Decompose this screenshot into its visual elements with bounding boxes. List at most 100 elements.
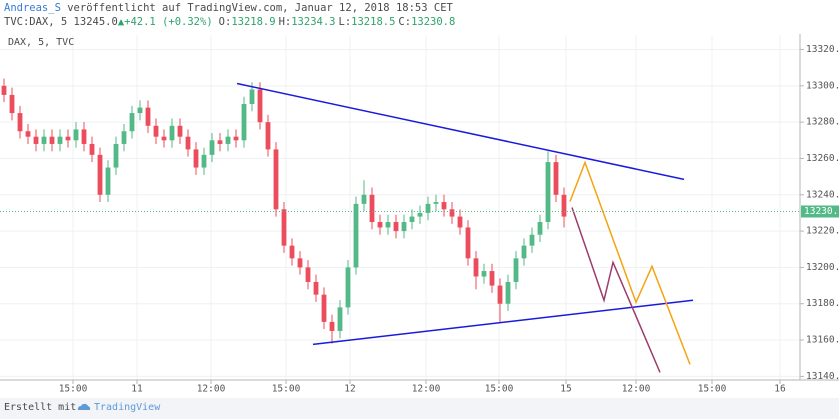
candle-body <box>377 222 383 228</box>
footer-text: Erstellt mit <box>4 402 76 413</box>
candle-body <box>393 222 399 232</box>
candle-body <box>345 267 351 308</box>
candle-body <box>441 202 447 210</box>
candle-body <box>169 125 175 141</box>
candle-body <box>489 271 495 286</box>
ohlc-value: 13230.8 <box>411 16 455 28</box>
candle-body <box>177 125 183 137</box>
candle-body <box>361 194 367 204</box>
candle-body <box>73 129 79 141</box>
candle-body <box>81 129 87 144</box>
trend-drawing <box>236 82 685 181</box>
trend-drawing <box>571 207 661 373</box>
candle-body <box>385 222 391 228</box>
ohlc-label: C: <box>398 16 411 28</box>
candle-body <box>353 203 359 268</box>
candle-body <box>225 136 231 144</box>
candle-body <box>33 136 39 144</box>
x-tick-label: 12:00 <box>622 384 651 395</box>
ohlc-label: L: <box>339 16 352 28</box>
candle-body <box>337 307 343 331</box>
candle-body <box>153 125 159 137</box>
x-tick-label: 12 <box>344 384 355 395</box>
footer-bar <box>0 398 839 419</box>
ohlc-value: 13218.9 <box>231 16 275 28</box>
x-tick-label: 11 <box>131 384 143 395</box>
price: 13245.0 <box>74 16 118 28</box>
y-tick-label: 13280.0 <box>806 117 839 128</box>
candle-body <box>129 113 135 132</box>
published: veröffentlicht auf TradingView.com, Janu… <box>67 2 453 14</box>
candle-body <box>537 222 543 235</box>
candle-body <box>185 136 191 150</box>
candle-body <box>321 294 327 322</box>
last-price-box <box>801 205 839 218</box>
y-tick-label: 13140.0 <box>806 371 839 382</box>
chart-label: DAX, 5, TVC <box>8 37 74 48</box>
x-tick-label: 15 <box>560 384 571 395</box>
marks <box>1 78 694 373</box>
candle-body <box>409 216 415 223</box>
x-tick-label: 15:00 <box>485 384 514 395</box>
candle-body <box>545 162 551 223</box>
candle-body <box>193 149 199 168</box>
y-tick-label: 13200.0 <box>806 262 839 273</box>
header-line-2: TVC:DAX, 5 13245.0▲+42.1 (+0.32%) O:13218… <box>4 16 455 28</box>
candle-body <box>297 258 303 268</box>
candle-body <box>417 212 423 217</box>
candle-body <box>257 89 263 123</box>
candle-body <box>505 281 511 304</box>
y-tick-label: 13220.0 <box>806 226 839 237</box>
candle-body <box>233 136 239 141</box>
candle-body <box>105 167 111 195</box>
candle-body <box>57 136 63 144</box>
candle-body <box>473 258 479 277</box>
candle-body <box>305 267 311 282</box>
candle-body <box>561 194 567 217</box>
candle-body <box>145 107 151 126</box>
candle-body <box>521 245 527 259</box>
candle-body <box>281 209 287 246</box>
candle-body <box>513 258 519 282</box>
candle-body <box>401 222 407 232</box>
candle-body <box>17 113 23 132</box>
y-tick-label: 13320.0 <box>806 44 839 55</box>
candle-body <box>113 143 119 168</box>
candle-body <box>465 227 471 259</box>
trend-drawing <box>312 299 694 346</box>
candle-body <box>25 131 31 137</box>
candle-body <box>481 271 487 277</box>
candle-body <box>209 140 215 155</box>
x-tick-label: 12:00 <box>412 384 441 395</box>
candle-body <box>313 281 319 295</box>
candle-body <box>265 122 271 150</box>
header-line-1: Andreas_S veröffentlicht auf TradingView… <box>4 2 454 14</box>
candle-body <box>241 104 247 141</box>
ohlc-value: 13218.5 <box>351 16 395 28</box>
candle-body <box>1 85 7 95</box>
x-tick-label: 16 <box>774 384 786 395</box>
y-tick-label: 13300.0 <box>806 80 839 91</box>
candle-body <box>137 107 143 114</box>
footer-brand[interactable]: TradingView <box>94 402 161 413</box>
ohlc-value: 13234.3 <box>291 16 335 28</box>
last-price-label: 13230.8 <box>804 206 839 217</box>
change: +42.1 (+0.32%) <box>124 16 213 28</box>
y-tick-label: 13180.0 <box>806 298 839 309</box>
x-tick-label: 15:00 <box>698 384 727 395</box>
candle-body <box>217 140 223 144</box>
grid <box>0 35 800 380</box>
candle-body <box>65 136 71 141</box>
tv-logo <box>77 403 91 410</box>
author[interactable]: Andreas_S <box>4 2 61 14</box>
candle-body <box>201 154 207 168</box>
candle-body <box>89 143 95 155</box>
candle-body <box>49 136 55 144</box>
candle-body <box>433 202 439 204</box>
change-arrow: ▲ <box>118 16 125 28</box>
y-tick-label: 13260.0 <box>806 153 839 164</box>
x-tick-label: 15:00 <box>272 384 301 395</box>
symbol: TVC:DAX, 5 <box>4 16 67 28</box>
candle-body <box>425 203 431 213</box>
